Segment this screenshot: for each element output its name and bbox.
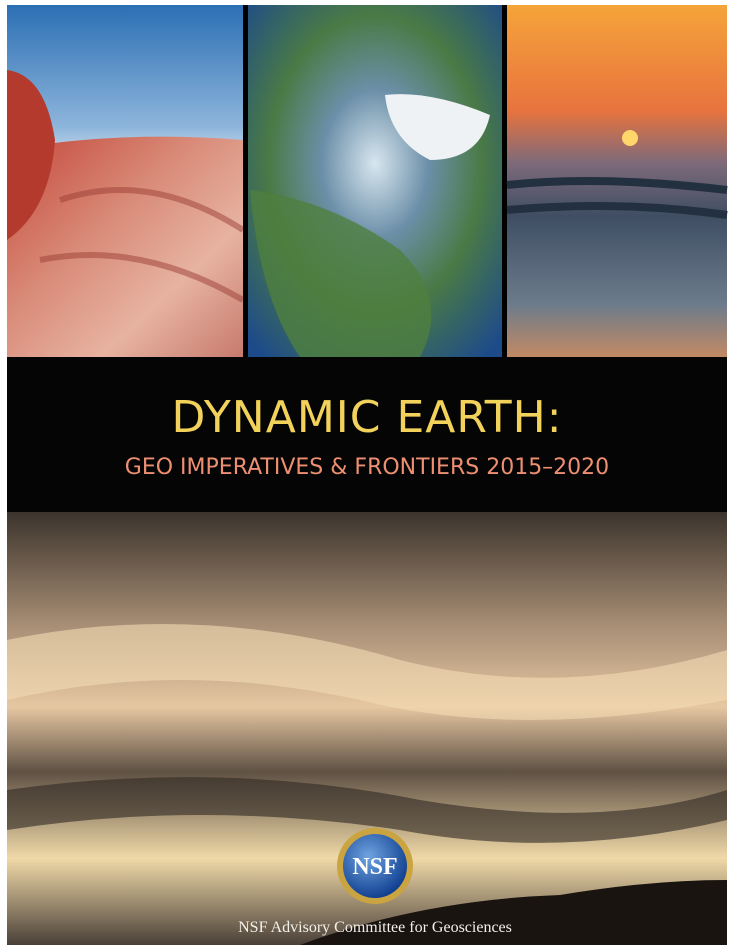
title: DYNAMIC EARTH: <box>171 392 562 443</box>
page: DYNAMIC EARTH: GEO IMPERATIVES & FRONTIE… <box>0 0 734 952</box>
cover: DYNAMIC EARTH: GEO IMPERATIVES & FRONTIE… <box>0 0 734 952</box>
photo-canyon <box>7 5 243 357</box>
subtitle: GEO IMPERATIVES & FRONTIERS 2015–2020 <box>125 455 609 480</box>
nsf-logo: NSF <box>337 828 413 904</box>
photo-sunset <box>507 5 727 357</box>
photo-earth <box>248 5 502 357</box>
footer: NSF Advisory Committee for Geosciences <box>238 919 512 936</box>
logo-text: NSF <box>352 854 397 880</box>
